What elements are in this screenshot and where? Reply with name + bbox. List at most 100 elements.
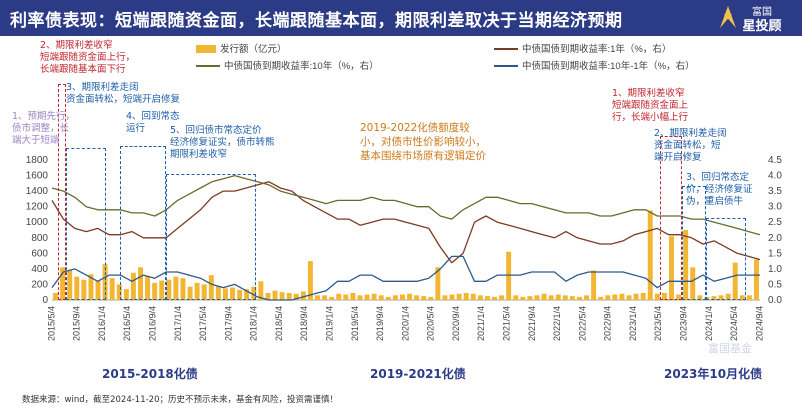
issuance-bar	[166, 279, 172, 300]
y-left-tick-label: 1200	[26, 202, 49, 213]
issuance-bar	[265, 293, 271, 300]
issuance-bar	[534, 295, 540, 300]
x-tick-label: 2017/5/4	[198, 306, 208, 341]
issuance-bar	[470, 293, 476, 300]
issuance-bar	[753, 259, 759, 300]
annotation-line: 基本围绕市场原有逻辑定价	[360, 150, 486, 162]
x-tick-label: 2015/9/4	[72, 306, 82, 341]
issuance-bar	[661, 293, 667, 300]
yield-10y-line	[51, 174, 761, 236]
issuance-bar	[88, 274, 94, 300]
issuance-bar	[364, 294, 370, 300]
issuance-bar	[123, 289, 129, 300]
y-right-tick-label: 1.5	[768, 248, 782, 259]
annotation-line: 期限利差收窄	[170, 149, 228, 160]
x-tick-label: 2015/5/4	[46, 306, 56, 341]
era-label-2015: 2015-2018化债	[102, 367, 198, 381]
issuance-bar	[456, 293, 462, 300]
legend-item-10y: 中债国债到期收益率:10年（%，右）	[196, 58, 379, 72]
issuance-bar	[329, 296, 335, 300]
issuance-bar	[145, 275, 151, 300]
y-left-tick-label: 600	[31, 248, 48, 259]
annotation-line: 资金面转松，短	[654, 140, 721, 151]
issuance-bar	[378, 295, 384, 300]
issuance-bar	[300, 291, 306, 300]
issuance-bar	[272, 290, 278, 300]
issuance-bar	[463, 293, 469, 300]
issuance-bar	[520, 296, 526, 300]
issuance-bar	[746, 295, 752, 300]
legend-item-1y: 中债国债到期收益率:1年（%，右）	[494, 41, 671, 55]
yield-1y-line	[51, 181, 761, 264]
x-tick-label: 2017/9/4	[223, 306, 233, 341]
phase-box-red	[58, 84, 66, 300]
issuance-bar	[598, 296, 604, 300]
issuance-bar	[215, 286, 221, 300]
issuance-bar	[371, 293, 377, 300]
issuance-bar	[633, 293, 639, 300]
legend-swatch	[196, 45, 216, 54]
y-left-tick-label: 200	[31, 279, 48, 290]
issuance-bar	[697, 295, 703, 300]
issuance-bar	[222, 288, 228, 300]
annotation-line: 伪，重启债牛	[686, 196, 744, 207]
issuance-bar	[605, 295, 611, 300]
star-icon	[720, 6, 736, 28]
issuance-bar	[449, 294, 455, 300]
legend-swatch	[196, 65, 220, 68]
legend-item-spread: 中债国债到期收益率:10年-1年（%，右）	[494, 58, 695, 72]
issuance-bar	[690, 267, 696, 300]
x-tick-label: 2021/9/4	[527, 306, 537, 341]
annotation-line: 短端跟随资金面上	[612, 100, 689, 111]
phase-box-blue	[706, 218, 746, 300]
annotation-2023-phase3: 3、回归常态定 价，经济修复证 伪，重启债牛	[686, 172, 753, 208]
y-right-tick-label: 3.0	[768, 202, 782, 213]
issuance-bar	[194, 282, 200, 300]
issuance-bar	[499, 295, 505, 300]
issuance-bar	[640, 293, 646, 300]
x-tick-label: 2024/1/4	[704, 306, 714, 341]
legend-item-issuance: 发行额（亿元）	[196, 41, 287, 55]
issuance-bar	[399, 294, 405, 300]
x-tick-label: 2022/9/4	[603, 306, 613, 341]
issuance-bar	[407, 293, 413, 300]
issuance-bar	[159, 280, 165, 300]
annotation-line: 5、回归债市常态定价	[170, 125, 262, 136]
issuance-bar	[67, 270, 73, 300]
y-left-tick-label: 400	[31, 264, 48, 275]
issuance-bar	[279, 292, 285, 300]
annotation-2015-phase4: 4、回到常态 运行	[126, 111, 180, 135]
y-left-tick-label: 1000	[26, 217, 49, 228]
issuance-bar	[414, 295, 420, 300]
issuance-bar	[548, 295, 554, 300]
x-tick-label: 2024/5/4	[729, 306, 739, 341]
y-right-tick-label: 2.5	[768, 217, 782, 228]
y-right-tick-label: 4.0	[768, 171, 782, 182]
issuance-bar	[506, 251, 512, 300]
x-tick-label: 2022/1/4	[552, 306, 562, 341]
x-tick-label: 2019/9/4	[375, 306, 385, 341]
annotation-line: 行，长端小幅上行	[612, 112, 689, 123]
logo-text-top: 富国	[752, 5, 772, 18]
x-tick-label: 2018/5/4	[274, 306, 284, 341]
issuance-bar	[357, 295, 363, 300]
annotation-line: 运行	[126, 123, 146, 134]
issuance-bar	[180, 278, 186, 300]
annotation-2019: 2019-2022化债额度较 小，对债市性价影响较小， 基本围绕市场原有逻辑定价	[360, 121, 486, 163]
issuance-bar	[576, 296, 582, 300]
era-label-2019: 2019-2021化债	[370, 367, 466, 381]
annotation-2015-phase5: 5、回归债市常态定价 经济修复证实，债市转熊 期限利差收窄	[170, 125, 275, 161]
annotation-line: 价，经济修复证	[686, 184, 753, 195]
issuance-bar	[138, 267, 143, 300]
fullgoal-logo: 富国 星投顾	[720, 5, 782, 34]
annotation-2015-phase2: 2、期限利差收窄 短端跟随资金面上行， 长端跟随基本面下行	[40, 40, 135, 76]
issuance-bar	[173, 276, 179, 300]
issuance-bar	[230, 287, 236, 300]
issuance-bar	[53, 293, 59, 300]
annotation-line: 经济修复证实，债市转熊	[170, 137, 275, 148]
x-tick-label: 2016/5/4	[122, 306, 132, 341]
issuance-bar	[569, 296, 575, 300]
chart-title: 利率债表现：短端跟随资金面，长端跟随基本面，期限利差取决于当期经济预期	[10, 11, 623, 31]
issuance-bar	[307, 261, 313, 300]
issuance-bar	[654, 293, 660, 300]
